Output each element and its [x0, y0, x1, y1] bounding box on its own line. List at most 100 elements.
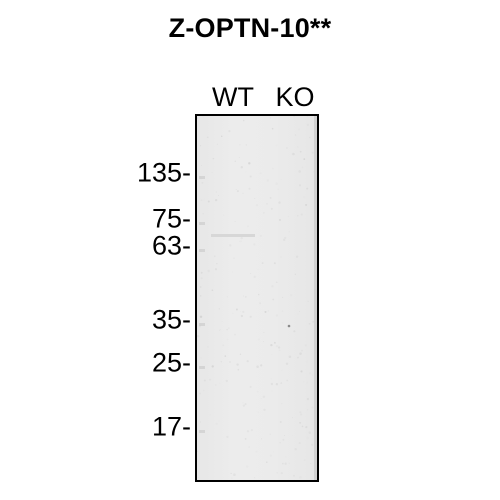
membrane-speck — [272, 167, 274, 170]
membrane-speck — [212, 157, 215, 160]
membrane-speck — [226, 328, 228, 331]
membrane-speck — [269, 454, 273, 457]
membrane-speck — [303, 459, 306, 461]
membrane-speck — [219, 328, 222, 331]
membrane-speck — [257, 338, 260, 341]
membrane-speck — [266, 203, 268, 205]
membrane-speck — [263, 212, 265, 214]
membrane-speck — [216, 262, 218, 265]
membrane-speck — [259, 302, 262, 305]
membrane-speck — [282, 438, 285, 441]
membrane-speck — [250, 272, 252, 274]
membrane-speck — [247, 225, 249, 228]
membrane-speck — [237, 368, 240, 371]
membrane-speck — [242, 310, 245, 313]
membrane-speck — [301, 425, 304, 428]
membrane-speck — [272, 298, 275, 301]
membrane-edge-shade — [314, 116, 317, 480]
membrane-speck — [277, 345, 279, 347]
membrane-speck — [260, 398, 262, 400]
membrane-speck — [290, 294, 293, 297]
membrane-speck — [270, 343, 273, 347]
membrane-speck — [198, 197, 201, 200]
membrane-speck — [306, 360, 309, 363]
marker-17: 17- — [151, 411, 191, 442]
membrane-speck — [292, 417, 293, 419]
membrane-speck — [288, 231, 290, 233]
ladder-band — [199, 176, 205, 179]
membrane-speck — [263, 331, 265, 333]
membrane-speck — [232, 312, 234, 314]
membrane-speck — [275, 383, 279, 386]
marker-35: 35- — [151, 304, 191, 335]
membrane-speck — [214, 268, 218, 271]
membrane-speck — [217, 195, 220, 197]
membrane-speck — [257, 411, 259, 413]
membrane-speck — [220, 361, 222, 363]
membrane-speck — [250, 429, 253, 432]
membrane-speck — [267, 310, 270, 312]
membrane-speck — [249, 175, 252, 178]
membrane-speck — [206, 136, 209, 139]
membrane-speck — [208, 378, 212, 381]
membrane-speck — [286, 379, 289, 382]
membrane-texture — [197, 116, 317, 480]
membrane-speck — [234, 221, 236, 222]
membrane-speck — [207, 346, 209, 348]
membrane-speck — [297, 128, 301, 131]
membrane-speck — [203, 198, 206, 201]
membrane-speck — [239, 310, 241, 312]
membrane-speck — [284, 435, 285, 436]
membrane-speck — [236, 363, 239, 366]
membrane-speck — [218, 329, 221, 332]
membrane-speck — [288, 355, 292, 359]
membrane-speck — [209, 414, 211, 416]
membrane-speck — [211, 365, 214, 368]
membrane-speck — [200, 165, 202, 166]
membrane-speck — [312, 170, 315, 173]
membrane-speck — [305, 203, 308, 206]
membrane-speck — [249, 385, 252, 388]
membrane-speck — [261, 262, 264, 265]
membrane-speck — [246, 360, 249, 363]
membrane-speck — [306, 436, 309, 440]
membrane-speck — [226, 296, 228, 298]
membrane-speck — [239, 353, 242, 355]
membrane-speck — [269, 196, 272, 199]
membrane-speck — [253, 275, 256, 278]
membrane-speck — [235, 308, 238, 311]
membrane-speck — [310, 463, 312, 464]
membrane-speck — [279, 442, 281, 444]
membrane-speck — [295, 255, 299, 258]
membrane-speck — [239, 144, 241, 146]
membrane-speck — [225, 379, 228, 383]
membrane-speck — [254, 477, 256, 479]
membrane-speck — [305, 426, 308, 429]
membrane-speck — [262, 341, 264, 343]
membrane-speck — [273, 262, 276, 265]
membrane-speck — [281, 403, 283, 405]
membrane-speck — [280, 471, 283, 475]
blot-title: Z-OPTN-10** — [168, 13, 332, 43]
wt-faint-band — [211, 234, 255, 237]
membrane-speck — [281, 462, 284, 465]
membrane-speck — [272, 451, 274, 453]
membrane-speck — [199, 421, 201, 423]
membrane-speck — [311, 437, 315, 440]
membrane-speck — [309, 372, 312, 375]
membrane-speck — [306, 381, 309, 384]
membrane-speck — [244, 296, 247, 298]
membrane-speck — [231, 477, 233, 479]
membrane-speck — [200, 277, 203, 280]
membrane-speck — [303, 158, 306, 160]
membrane-speck — [238, 156, 240, 159]
membrane-speck — [244, 403, 247, 406]
membrane-speck — [291, 434, 293, 436]
membrane-speck — [301, 349, 303, 352]
membrane-speck — [273, 341, 276, 344]
membrane-speck — [245, 465, 249, 468]
marker-135: 135- — [136, 157, 191, 188]
membrane-speck — [218, 420, 220, 422]
membrane-speck — [233, 473, 236, 476]
membrane-speck — [298, 442, 301, 445]
